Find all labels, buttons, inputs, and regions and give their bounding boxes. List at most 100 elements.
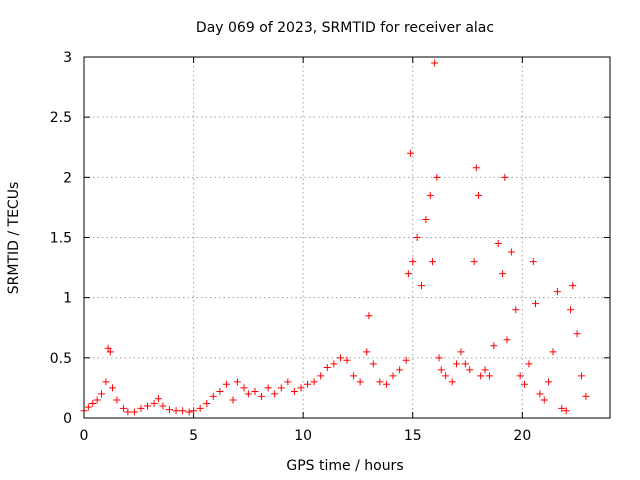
data-point bbox=[558, 404, 566, 412]
data-point bbox=[562, 407, 570, 415]
data-point bbox=[119, 404, 127, 412]
data-point bbox=[499, 270, 507, 278]
data-point bbox=[442, 372, 450, 380]
data-point bbox=[284, 378, 292, 386]
data-point bbox=[540, 396, 548, 404]
data-point bbox=[503, 336, 511, 344]
x-tick-label: 10 bbox=[294, 428, 312, 444]
data-point bbox=[389, 372, 397, 380]
data-point bbox=[382, 380, 390, 388]
data-point bbox=[466, 366, 474, 374]
data-point bbox=[396, 366, 404, 374]
data-point bbox=[144, 402, 152, 410]
data-point bbox=[102, 378, 110, 386]
data-point bbox=[435, 354, 443, 362]
data-point bbox=[209, 392, 217, 400]
data-point bbox=[472, 164, 480, 172]
data-point bbox=[185, 408, 193, 416]
data-point bbox=[470, 258, 478, 266]
data-point bbox=[461, 360, 469, 368]
data-point bbox=[531, 300, 539, 308]
data-point bbox=[216, 388, 224, 396]
data-point bbox=[203, 400, 211, 408]
data-point bbox=[277, 384, 285, 392]
data-point bbox=[310, 378, 318, 386]
data-point bbox=[485, 372, 493, 380]
data-point bbox=[304, 380, 312, 388]
data-point bbox=[422, 215, 430, 223]
data-point bbox=[501, 173, 509, 181]
y-tick-label: 2 bbox=[63, 170, 72, 186]
data-point bbox=[525, 360, 533, 368]
x-tick-label: 20 bbox=[513, 428, 531, 444]
data-point bbox=[582, 392, 590, 400]
x-tick-label: 15 bbox=[404, 428, 422, 444]
y-tick-label: 1.5 bbox=[50, 231, 72, 247]
data-point bbox=[258, 392, 266, 400]
data-point bbox=[84, 403, 92, 411]
data-point bbox=[155, 395, 163, 403]
data-point bbox=[433, 173, 441, 181]
data-point bbox=[529, 258, 537, 266]
data-point bbox=[130, 408, 138, 416]
data-point bbox=[330, 360, 338, 368]
data-point bbox=[407, 149, 415, 157]
data-point bbox=[106, 348, 114, 356]
data-point bbox=[179, 407, 187, 415]
data-point bbox=[317, 372, 325, 380]
data-point bbox=[343, 356, 351, 364]
data-point bbox=[196, 404, 204, 412]
data-point bbox=[431, 59, 439, 67]
data-point bbox=[190, 407, 198, 415]
data-point bbox=[404, 270, 412, 278]
y-tick-label: 0 bbox=[63, 411, 72, 427]
data-point bbox=[553, 288, 561, 296]
data-point bbox=[494, 240, 502, 248]
data-point bbox=[113, 396, 121, 404]
data-point bbox=[448, 378, 456, 386]
data-point bbox=[229, 396, 237, 404]
data-point bbox=[244, 390, 252, 398]
data-point bbox=[93, 396, 101, 404]
data-point bbox=[578, 372, 586, 380]
data-point bbox=[350, 372, 358, 380]
y-tick-label: 0.5 bbox=[50, 351, 72, 367]
data-point bbox=[365, 312, 373, 320]
data-point bbox=[569, 282, 577, 290]
data-points bbox=[80, 59, 590, 416]
data-point bbox=[428, 258, 436, 266]
data-point bbox=[297, 384, 305, 392]
plot-frame bbox=[83, 56, 611, 419]
data-point bbox=[413, 234, 421, 241]
data-point bbox=[264, 384, 272, 392]
data-point bbox=[271, 390, 279, 398]
data-point bbox=[356, 378, 364, 386]
data-point bbox=[165, 406, 173, 414]
data-point bbox=[521, 380, 529, 388]
data-point bbox=[376, 378, 384, 386]
data-point bbox=[336, 354, 344, 362]
data-point bbox=[137, 404, 145, 412]
y-axis-label: SRMTID / TECUs bbox=[6, 182, 22, 295]
tick-labels: 0 5 10 15 20 0 0.5 1 1.5 2 2.5 3 bbox=[50, 50, 532, 444]
data-point bbox=[251, 388, 259, 396]
gridlines bbox=[84, 57, 610, 418]
data-point bbox=[512, 306, 520, 314]
x-tick-label: 5 bbox=[189, 428, 198, 444]
data-point bbox=[150, 400, 158, 408]
data-point bbox=[363, 348, 371, 356]
data-point bbox=[507, 248, 515, 256]
data-point bbox=[159, 402, 167, 410]
data-point bbox=[481, 366, 489, 374]
data-point bbox=[323, 363, 331, 371]
data-point bbox=[549, 348, 557, 356]
x-tick-label: 0 bbox=[80, 428, 89, 444]
data-point bbox=[457, 348, 465, 356]
data-point bbox=[172, 407, 180, 415]
data-point bbox=[573, 330, 581, 338]
data-point bbox=[453, 360, 461, 368]
data-point bbox=[98, 390, 106, 398]
x-axis-label: GPS time / hours bbox=[286, 458, 403, 474]
data-point bbox=[222, 380, 230, 388]
